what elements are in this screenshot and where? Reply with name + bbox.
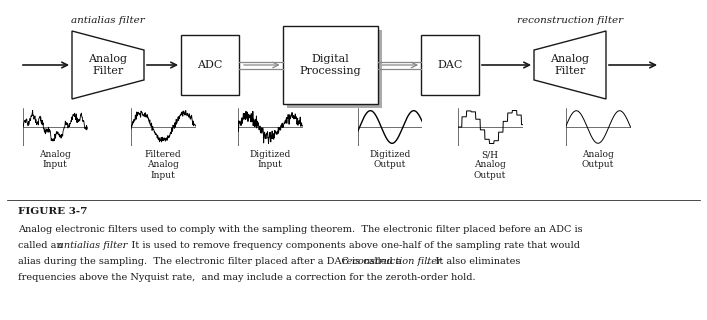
Text: S/H
Analog
Output: S/H Analog Output: [474, 150, 506, 180]
Text: .  It also eliminates: . It also eliminates: [426, 257, 520, 266]
Text: Digitized
Input: Digitized Input: [250, 150, 291, 169]
FancyBboxPatch shape: [421, 35, 479, 95]
Text: Filtered
Analog
Input: Filtered Analog Input: [145, 150, 181, 180]
Polygon shape: [534, 31, 606, 99]
Text: Analog
Output: Analog Output: [582, 150, 614, 169]
Text: antialias filter: antialias filter: [58, 241, 127, 250]
Text: reconstruction filter: reconstruction filter: [517, 16, 623, 25]
Text: reconstruction filter: reconstruction filter: [342, 257, 442, 266]
Text: DAC: DAC: [438, 60, 462, 70]
Text: Analog
Input: Analog Input: [39, 150, 71, 169]
FancyBboxPatch shape: [286, 30, 382, 108]
Text: Analog electronic filters used to comply with the sampling theorem.  The electro: Analog electronic filters used to comply…: [18, 225, 583, 234]
Text: Analog
Filter: Analog Filter: [551, 54, 590, 76]
Text: Digital
Processing: Digital Processing: [299, 54, 361, 76]
Text: alias during the sampling.  The electronic filter placed after a DAC is called a: alias during the sampling. The electroni…: [18, 257, 404, 266]
Text: ADC: ADC: [197, 60, 223, 70]
Text: frequencies above the Nyquist rate,  and may include a correction for the zeroth: frequencies above the Nyquist rate, and …: [18, 273, 476, 282]
FancyBboxPatch shape: [283, 26, 378, 104]
Text: antialias filter: antialias filter: [71, 16, 145, 25]
Text: .  It is used to remove frequency components above one-half of the sampling rate: . It is used to remove frequency compone…: [122, 241, 580, 250]
Text: Digitized
Output: Digitized Output: [369, 150, 411, 169]
Text: called an: called an: [18, 241, 66, 250]
Text: Analog
Filter: Analog Filter: [88, 54, 127, 76]
FancyBboxPatch shape: [181, 35, 239, 95]
Text: FIGURE 3-7: FIGURE 3-7: [18, 207, 88, 216]
Polygon shape: [72, 31, 144, 99]
